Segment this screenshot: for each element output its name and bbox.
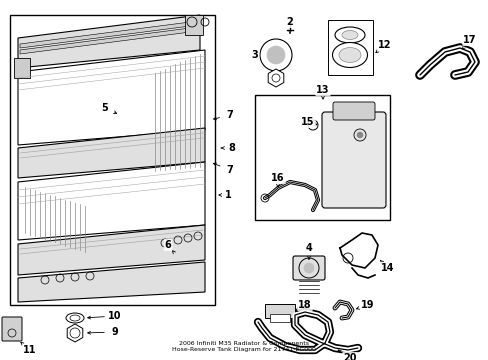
- Polygon shape: [18, 162, 204, 240]
- Bar: [184, 15, 203, 35]
- Text: 13: 13: [316, 85, 329, 95]
- Polygon shape: [20, 21, 198, 48]
- Text: 1: 1: [224, 190, 231, 200]
- Text: 2: 2: [286, 17, 293, 27]
- FancyBboxPatch shape: [321, 112, 385, 208]
- Text: 17: 17: [462, 35, 476, 45]
- FancyBboxPatch shape: [2, 317, 22, 341]
- Polygon shape: [18, 50, 204, 145]
- Text: 14: 14: [381, 263, 394, 273]
- Ellipse shape: [332, 42, 367, 68]
- Text: 9: 9: [111, 327, 118, 337]
- Bar: [254, 95, 389, 220]
- Bar: [10, 15, 215, 305]
- Ellipse shape: [70, 315, 80, 321]
- FancyBboxPatch shape: [292, 256, 325, 280]
- Text: 8: 8: [228, 143, 235, 153]
- Polygon shape: [18, 128, 204, 178]
- Text: 3: 3: [251, 50, 258, 60]
- Ellipse shape: [341, 31, 357, 40]
- Circle shape: [304, 263, 313, 273]
- Text: 7: 7: [226, 110, 233, 120]
- Bar: [327, 20, 372, 75]
- Text: 18: 18: [298, 300, 311, 310]
- Polygon shape: [18, 225, 204, 275]
- Polygon shape: [18, 262, 204, 302]
- Circle shape: [266, 46, 285, 64]
- Text: 16: 16: [271, 173, 284, 183]
- Text: 20: 20: [343, 353, 356, 360]
- Text: 19: 19: [361, 300, 374, 310]
- Text: 2006 Infiniti M35 Radiator & Components
Hose-Reserve Tank Diagram for 21741-EG00: 2006 Infiniti M35 Radiator & Components …: [172, 341, 315, 352]
- Text: 7: 7: [226, 165, 233, 175]
- Text: 5: 5: [102, 103, 108, 113]
- FancyBboxPatch shape: [332, 102, 374, 120]
- Bar: [264, 304, 294, 318]
- Polygon shape: [18, 15, 200, 68]
- Text: 4: 4: [305, 243, 312, 253]
- Text: 10: 10: [108, 311, 122, 321]
- Ellipse shape: [66, 313, 84, 323]
- Bar: [14, 58, 30, 78]
- Text: 12: 12: [378, 40, 391, 50]
- Circle shape: [356, 132, 362, 138]
- Text: 6: 6: [164, 240, 171, 250]
- Text: 15: 15: [301, 117, 314, 127]
- Polygon shape: [20, 27, 198, 54]
- Ellipse shape: [334, 27, 364, 43]
- Text: 11: 11: [23, 345, 37, 355]
- Ellipse shape: [338, 48, 360, 63]
- Bar: [269, 314, 289, 322]
